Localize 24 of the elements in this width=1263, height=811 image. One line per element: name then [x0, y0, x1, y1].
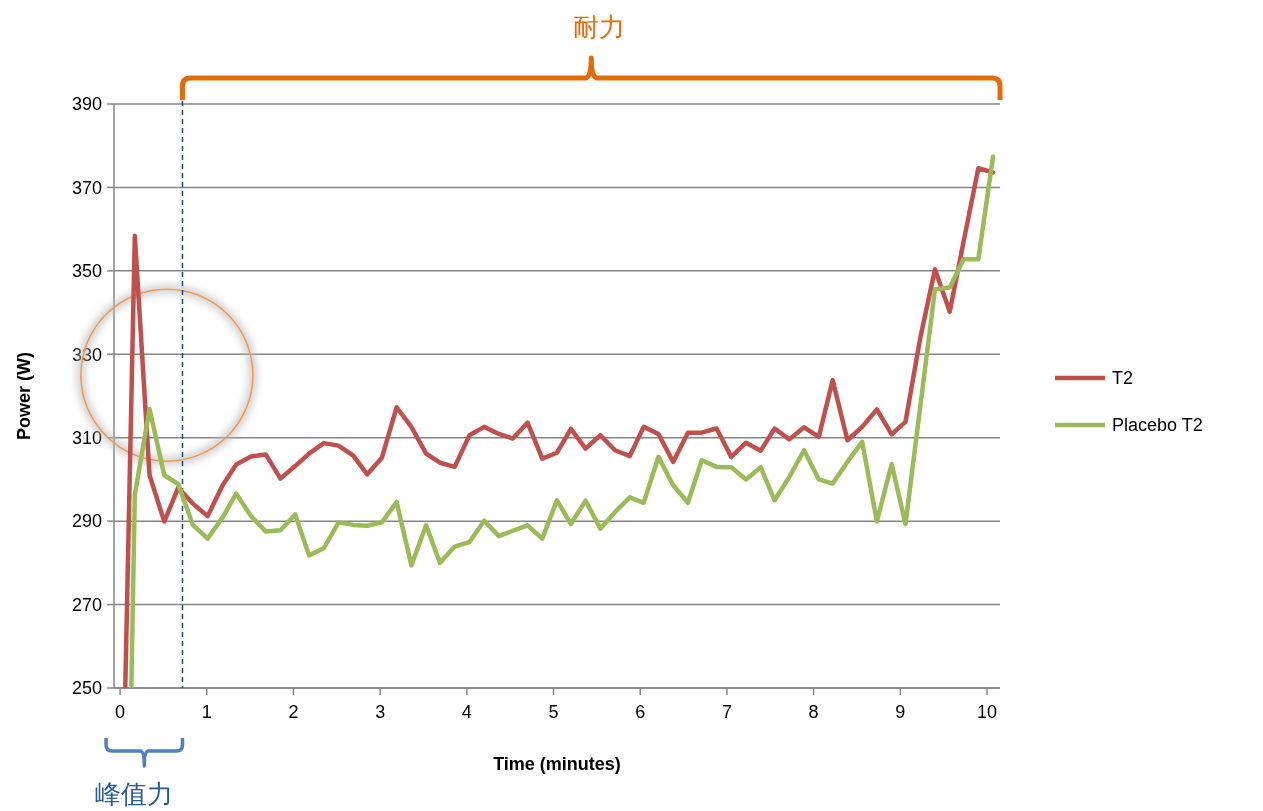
- x-tick-label: 3: [375, 702, 386, 722]
- x-tick-label: 5: [548, 702, 559, 722]
- x-tick-label: 10: [976, 702, 998, 722]
- y-tick-label: 250: [71, 678, 102, 699]
- legend-label: T2: [1112, 368, 1134, 389]
- x-axis-title: Time (minutes): [493, 754, 621, 774]
- x-tick-label: 8: [808, 702, 819, 722]
- y-axis-title: Power (W): [14, 352, 34, 440]
- y-tick-label: 290: [71, 511, 102, 532]
- x-tick-label: 0: [115, 702, 126, 722]
- x-tick-label: 7: [721, 702, 732, 722]
- text: 峰值力: [95, 779, 174, 809]
- y-tick-label: 270: [71, 594, 102, 615]
- y-tick-label: 310: [71, 428, 102, 449]
- x-tick-label: 6: [635, 702, 646, 722]
- y-tick-label: 370: [71, 177, 102, 198]
- legend-label: Placebo T2: [1112, 415, 1203, 436]
- y-tick-label: 350: [71, 261, 102, 282]
- x-tick-label: 9: [895, 702, 906, 722]
- x-tick-label: 1: [201, 702, 212, 722]
- text: 耐力: [573, 12, 626, 42]
- y-tick-label: 390: [71, 94, 102, 115]
- x-tick-label: 2: [288, 702, 299, 722]
- x-tick-label: 4: [461, 702, 472, 722]
